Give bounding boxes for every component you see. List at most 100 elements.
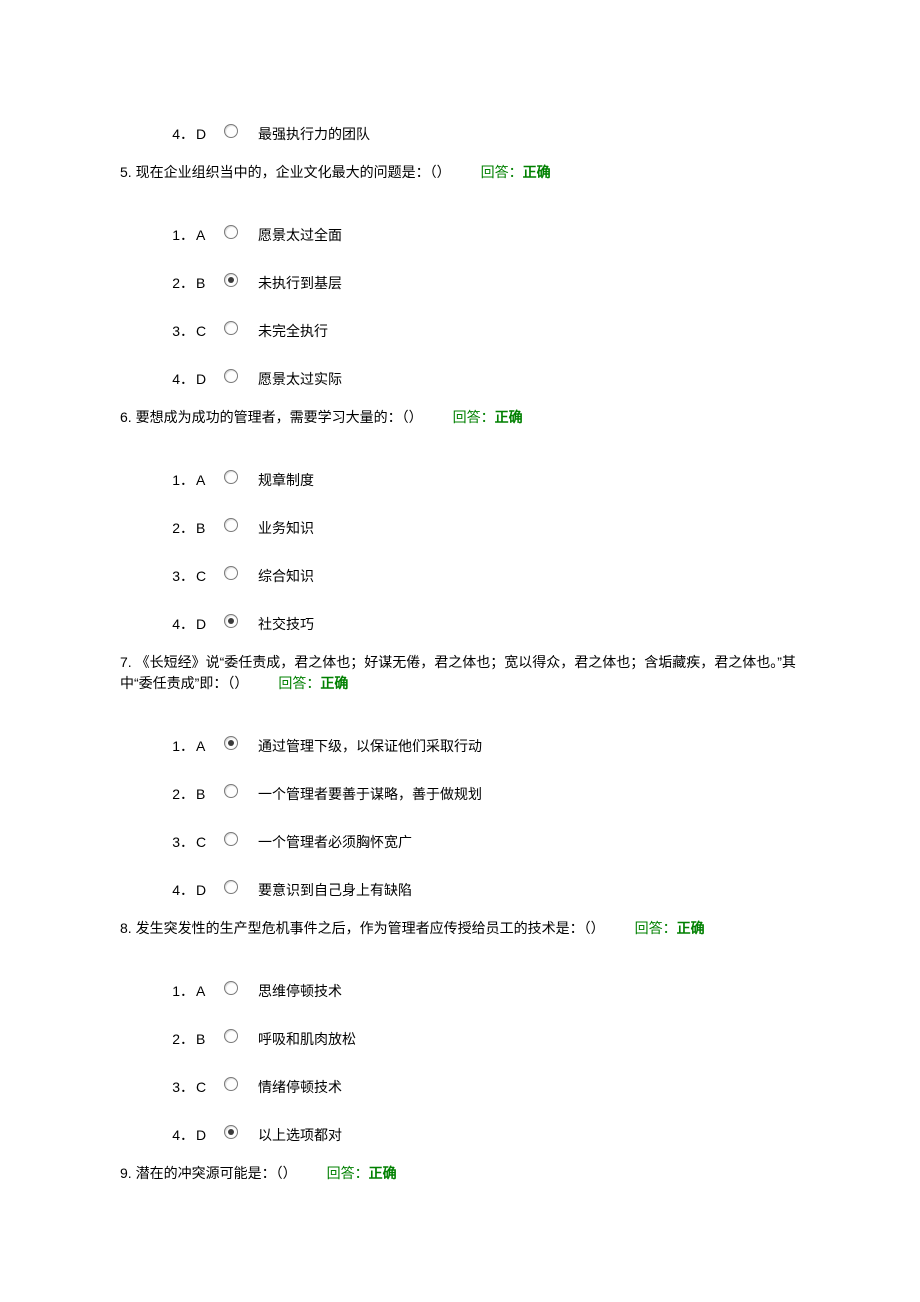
radio-icon[interactable]	[220, 518, 242, 532]
option-text: 最强执行力的团队	[258, 124, 370, 145]
option-dot: ．	[180, 1125, 190, 1146]
option-letter: D	[196, 880, 220, 901]
option-index: 4	[160, 124, 180, 145]
option-letter: C	[196, 566, 220, 587]
answer-label: 回答：	[327, 1165, 369, 1181]
option-row: 4．D社交技巧	[160, 600, 800, 648]
radio-icon[interactable]	[220, 470, 242, 484]
question-text: 发生突发性的生产型危机事件之后，作为管理者应传授给员工的技术是：（）	[136, 920, 605, 936]
radio-icon[interactable]	[220, 614, 242, 628]
answer-status: 正确	[320, 675, 348, 691]
option-letter: D	[196, 1125, 220, 1146]
option-dot: ．	[180, 1029, 190, 1050]
option-row: 1．A规章制度	[160, 456, 800, 504]
option-dot: ．	[180, 880, 190, 901]
radio-icon[interactable]	[220, 124, 242, 138]
question-line: 8. 发生突发性的生产型危机事件之后，作为管理者应传授给员工的技术是：（） 回答：…	[120, 918, 800, 939]
question-block: 8. 发生突发性的生产型危机事件之后，作为管理者应传授给员工的技术是：（） 回答：…	[120, 918, 800, 1159]
question-line: 6. 要想成为成功的管理者，需要学习大量的：（）回答：正确	[120, 407, 800, 428]
questions-container: 5. 现在企业组织当中的，企业文化最大的问题是：（）回答：正确1．A愿景太过全面…	[120, 162, 800, 1184]
radio-icon[interactable]	[220, 225, 242, 239]
option-letter: D	[196, 124, 220, 145]
question-block: 5. 现在企业组织当中的，企业文化最大的问题是：（）回答：正确1．A愿景太过全面…	[120, 162, 800, 403]
option-row: 4．D愿景太过实际	[160, 355, 800, 403]
question-block: 6. 要想成为成功的管理者，需要学习大量的：（）回答：正确1．A规章制度2．B业…	[120, 407, 800, 648]
question-number: 5.	[120, 164, 136, 180]
option-dot: ．	[180, 736, 190, 757]
option-dot: ．	[180, 784, 190, 805]
options-list: 1．A愿景太过全面2．B未执行到基层3．C未完全执行4．D愿景太过实际	[120, 211, 800, 403]
option-row: 2． B 未执行到基层	[160, 259, 800, 307]
option-text: 综合知识	[258, 566, 314, 587]
option-row: 2．B一个管理者要善于谋略，善于做规划	[160, 770, 800, 818]
option-index: 3	[160, 566, 180, 587]
options-list: 1．A规章制度2．B业务知识3．C综合知识4．D社交技巧	[120, 456, 800, 648]
question-text: 现在企业组织当中的，企业文化最大的问题是：（）	[136, 164, 451, 180]
question-text: 潜在的冲突源可能是：（）	[136, 1165, 297, 1181]
option-row: 2．B呼吸和肌肉放松	[160, 1015, 800, 1063]
radio-icon[interactable]	[220, 321, 242, 335]
radio-icon[interactable]	[220, 981, 242, 995]
radio-icon[interactable]	[220, 273, 242, 287]
option-text: 未执行到基层	[258, 273, 342, 294]
option-dot: ．	[180, 321, 190, 342]
radio-icon[interactable]	[220, 736, 242, 750]
option-dot: ．	[180, 518, 190, 539]
option-row: 1．A思维停顿技术	[160, 967, 800, 1015]
option-text: 规章制度	[258, 470, 314, 491]
question-block: 7. 《长短经》说“委任责成，君之体也；好谋无倦，君之体也；宽以得众，君之体也；…	[120, 652, 800, 914]
leading-options: 4 ． D 最强执行力的团队	[120, 110, 800, 158]
option-letter: C	[196, 321, 220, 342]
option-row: 4．D以上选项都对	[160, 1111, 800, 1159]
option-dot: ．	[180, 981, 190, 1002]
question-line: 9. 潜在的冲突源可能是：（）回答：正确	[120, 1163, 800, 1184]
quiz-page: 4 ． D 最强执行力的团队 5. 现在企业组织当中的，企业文化最大的问题是：（…	[0, 0, 920, 1272]
option-index: 3	[160, 1077, 180, 1098]
answer-label: 回答：	[635, 920, 677, 936]
radio-icon[interactable]	[220, 880, 242, 894]
option-text: 一个管理者必须胸怀宽广	[258, 832, 412, 853]
option-letter: A	[196, 470, 220, 491]
option-index: 1	[160, 981, 180, 1002]
option-letter: A	[196, 225, 220, 246]
option-dot: ．	[180, 273, 190, 294]
option-text: 以上选项都对	[258, 1125, 342, 1146]
options-list: 1．A思维停顿技术2．B呼吸和肌肉放松3．C情绪停顿技术4．D以上选项都对	[120, 967, 800, 1159]
radio-icon[interactable]	[220, 1125, 242, 1139]
option-letter: B	[196, 1029, 220, 1050]
option-index: 3	[160, 832, 180, 853]
question-line: 5. 现在企业组织当中的，企业文化最大的问题是：（）回答：正确	[120, 162, 800, 183]
option-text: 愿景太过全面	[258, 225, 342, 246]
option-index: 4	[160, 880, 180, 901]
option-dot: ．	[180, 470, 190, 491]
option-dot: ．	[180, 225, 190, 246]
question-text: 《长短经》说“委任责成，君之体也；好谋无倦，君之体也；宽以得众，君之体也；含垢藏…	[120, 654, 796, 691]
answer-label: 回答：	[278, 675, 320, 691]
question-number: 9.	[120, 1165, 136, 1181]
option-index: 1	[160, 736, 180, 757]
option-text: 要意识到自己身上有缺陷	[258, 880, 412, 901]
options-list: 1．A通过管理下级，以保证他们采取行动2．B一个管理者要善于谋略，善于做规划 3 ．…	[120, 722, 800, 914]
radio-icon[interactable]	[220, 566, 242, 580]
option-letter: B	[196, 273, 220, 294]
option-row: 1．A通过管理下级，以保证他们采取行动	[160, 722, 800, 770]
option-row: 1． A 愿景太过全面	[160, 211, 800, 259]
option-index: 2	[160, 273, 180, 294]
radio-icon[interactable]	[220, 1077, 242, 1091]
radio-icon[interactable]	[220, 832, 242, 846]
radio-icon[interactable]	[220, 784, 242, 798]
option-index: 1	[160, 225, 180, 246]
option-text: 一个管理者要善于谋略，善于做规划	[258, 784, 482, 805]
option-dot: ．	[180, 566, 190, 587]
option-dot: ．	[180, 124, 190, 145]
question-number: 8.	[120, 920, 136, 936]
option-dot: ．	[180, 369, 190, 390]
option-text: 愿景太过实际	[258, 369, 342, 390]
question-number: 7.	[120, 654, 136, 670]
option-row: 4． D 要意识到自己身上有缺陷	[160, 866, 800, 914]
option-text: 通过管理下级，以保证他们采取行动	[258, 736, 482, 757]
radio-icon[interactable]	[220, 369, 242, 383]
radio-icon[interactable]	[220, 1029, 242, 1043]
option-index: 4	[160, 614, 180, 635]
question-line: 7. 《长短经》说“委任责成，君之体也；好谋无倦，君之体也；宽以得众，君之体也；…	[120, 652, 800, 694]
